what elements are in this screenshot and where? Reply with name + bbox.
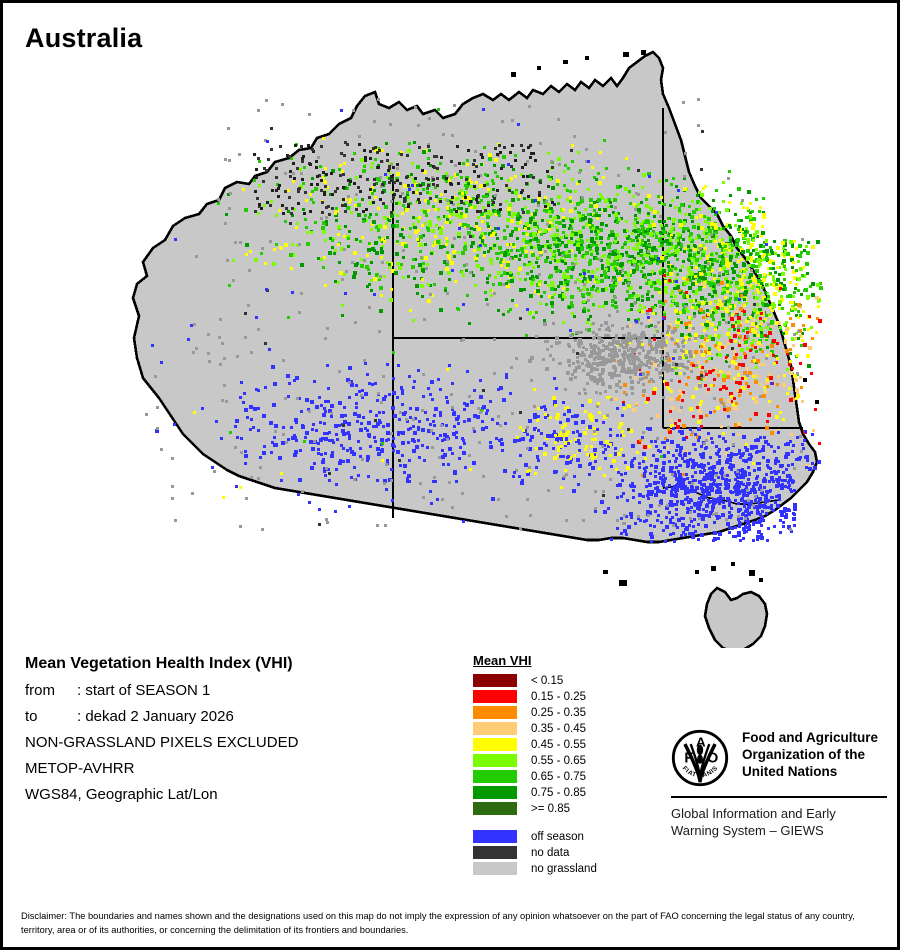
tasmania-polygon (703, 586, 769, 648)
info-to-label: to (25, 708, 38, 725)
legend-class-swatch (473, 722, 517, 735)
legend-class-row: 0.75 - 0.85 (473, 785, 597, 800)
legend-class-list: < 0.15 0.15 - 0.25 0.25 - 0.35 0.35 - 0.45 0… (473, 673, 597, 816)
legend-class-swatch (473, 690, 517, 703)
legend-special-label: no grassland (531, 862, 597, 875)
legend-special-label: no data (531, 846, 570, 859)
legend-class-row: 0.35 - 0.45 (473, 721, 597, 736)
disclaimer-text: Disclaimer: The boundaries and names sho… (21, 911, 855, 936)
legend-class-label: 0.75 - 0.85 (531, 786, 586, 799)
legend-class-row: >= 0.85 (473, 801, 597, 816)
legend-special-row: no grassland (473, 861, 597, 876)
legend-class-row: 0.25 - 0.35 (473, 705, 597, 720)
legend-special-swatch (473, 862, 517, 875)
legend-class-label: < 0.15 (531, 674, 564, 687)
fao-logo-icon: F A O FIAT PANIS (671, 729, 729, 787)
fao-org-line-3: United Nations (742, 764, 838, 780)
info-from-value: : start of SEASON 1 (77, 682, 211, 699)
legend-special-swatch (473, 846, 517, 859)
map-legend: Mean VHI < 0.15 0.15 - 0.25 0.25 - 0.35 0.3… (473, 653, 597, 877)
fao-branding-block: F A O FIAT PANIS Food and Agriculture Or… (671, 729, 887, 840)
legend-class-swatch (473, 754, 517, 767)
legend-class-swatch (473, 674, 517, 687)
legend-class-label: 0.15 - 0.25 (531, 690, 586, 703)
legend-special-list: off season no data no grassland (473, 829, 597, 876)
legend-class-row: 0.55 - 0.65 (473, 753, 597, 768)
legend-title: Mean VHI (473, 653, 532, 668)
map-info-block: Mean Vegetation Health Index (VHI) from:… (25, 655, 445, 812)
legend-special-row: no data (473, 845, 597, 860)
legend-class-swatch (473, 770, 517, 783)
info-to-value: : dekad 2 January 2026 (77, 708, 234, 725)
legend-special-row: off season (473, 829, 597, 844)
giews-line-2: Warning System – GIEWS (671, 822, 824, 838)
legend-class-row: < 0.15 (473, 673, 597, 688)
legend-class-label: >= 0.85 (531, 802, 571, 815)
info-from-row: from : start of SEASON 1 (25, 682, 445, 699)
info-from-label: from (25, 682, 55, 699)
info-projection: WGS84, Geographic Lat/Lon (25, 786, 218, 803)
offshore-islands (511, 50, 819, 586)
fao-org-line-1: Food and Agriculture (742, 730, 878, 745)
legend-class-label: 0.35 - 0.45 (531, 722, 586, 735)
info-to-row: to : dekad 2 January 2026 (25, 708, 445, 725)
legend-class-swatch (473, 802, 517, 815)
legend-class-swatch (473, 786, 517, 799)
legend-class-swatch (473, 706, 517, 719)
legend-class-label: 0.45 - 0.55 (531, 738, 586, 751)
fao-org-line-2: Organization of the (742, 747, 865, 763)
map-canvas[interactable] (103, 48, 897, 648)
legend-class-label: 0.65 - 0.75 (531, 770, 586, 783)
legend-class-row: 0.65 - 0.75 (473, 769, 597, 784)
fao-divider (671, 796, 887, 798)
giews-line-1: Global Information and Early (671, 806, 836, 821)
info-pixel-note: NON-GRASSLAND PIXELS EXCLUDED (25, 734, 299, 751)
legend-spacer (473, 817, 597, 829)
legend-special-swatch (473, 830, 517, 843)
legend-class-swatch (473, 738, 517, 751)
info-heading: Mean Vegetation Health Index (VHI) (25, 655, 293, 672)
legend-class-row: 0.15 - 0.25 (473, 689, 597, 704)
legend-special-label: off season (531, 830, 584, 843)
info-sensor: METOP-AVHRR (25, 760, 135, 777)
legend-class-label: 0.25 - 0.35 (531, 706, 586, 719)
legend-class-label: 0.55 - 0.65 (531, 754, 586, 767)
legend-class-row: 0.45 - 0.55 (473, 737, 597, 752)
vhi-pixel-layer (145, 98, 823, 543)
